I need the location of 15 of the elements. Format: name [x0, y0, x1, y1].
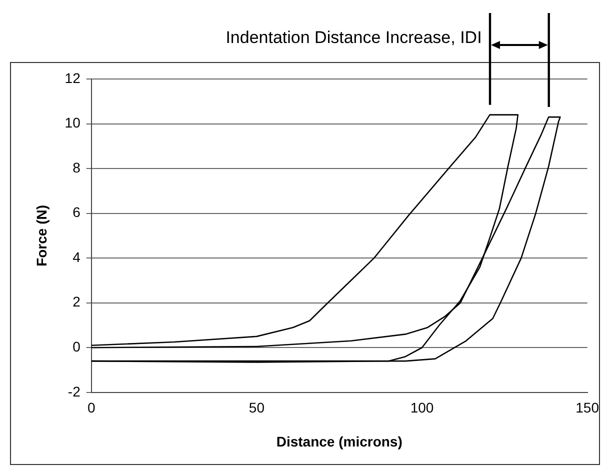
x-tick-label: 100 — [410, 400, 434, 416]
y-tick-label: 2 — [72, 294, 81, 310]
x-tick-label: 0 — [87, 400, 96, 416]
x-tick-label: 50 — [248, 400, 265, 416]
y-tick-label: 10 — [64, 114, 81, 131]
y-tick-label: -2 — [68, 383, 81, 400]
y-tick-label: 6 — [72, 204, 81, 220]
y-tick-label: 4 — [72, 248, 81, 265]
y-tick-label: 8 — [72, 159, 81, 176]
y-tick-label: 0 — [72, 338, 81, 354]
x-axis-title: Distance (microns) — [276, 433, 402, 450]
text: Indentation Distance Increase, IDI — [226, 28, 482, 48]
x-tick-label: 150 — [576, 400, 600, 416]
y-tick-label: 12 — [64, 70, 81, 86]
y-axis-title: Force (N) — [33, 204, 50, 266]
